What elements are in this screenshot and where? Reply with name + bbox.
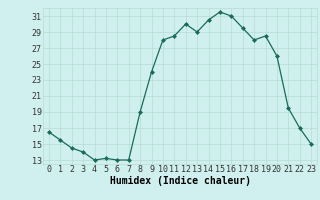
X-axis label: Humidex (Indice chaleur): Humidex (Indice chaleur) <box>109 176 251 186</box>
